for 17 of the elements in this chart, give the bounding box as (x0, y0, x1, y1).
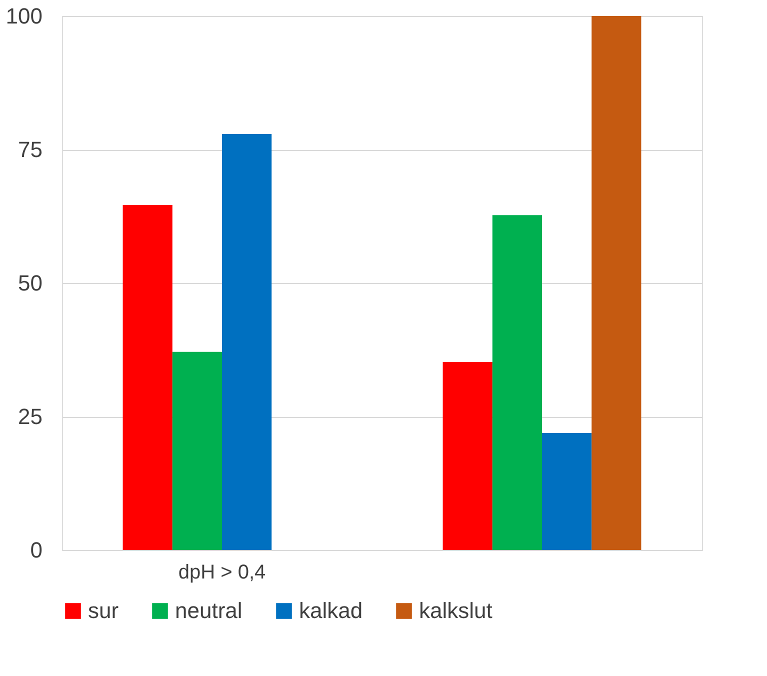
bar (492, 215, 542, 550)
bar (172, 352, 222, 550)
bar (542, 433, 592, 550)
legend-label: kalkslut (419, 598, 492, 623)
y-tick-label: 100 (6, 4, 42, 28)
x-tick-label: dpH > 0,4 (178, 562, 266, 584)
bar (122, 205, 172, 550)
legend-label: sur (88, 598, 119, 623)
y-tick-label: 25 (18, 404, 42, 429)
y-tick-label: 75 (18, 137, 42, 162)
y-tick-label: 0 (30, 538, 42, 562)
bar (442, 362, 492, 550)
legend-label: kalkad (299, 598, 363, 623)
bar (222, 134, 272, 550)
bar (592, 16, 642, 550)
y-tick-label: 50 (18, 270, 42, 296)
legend-label: neutral (175, 598, 242, 623)
